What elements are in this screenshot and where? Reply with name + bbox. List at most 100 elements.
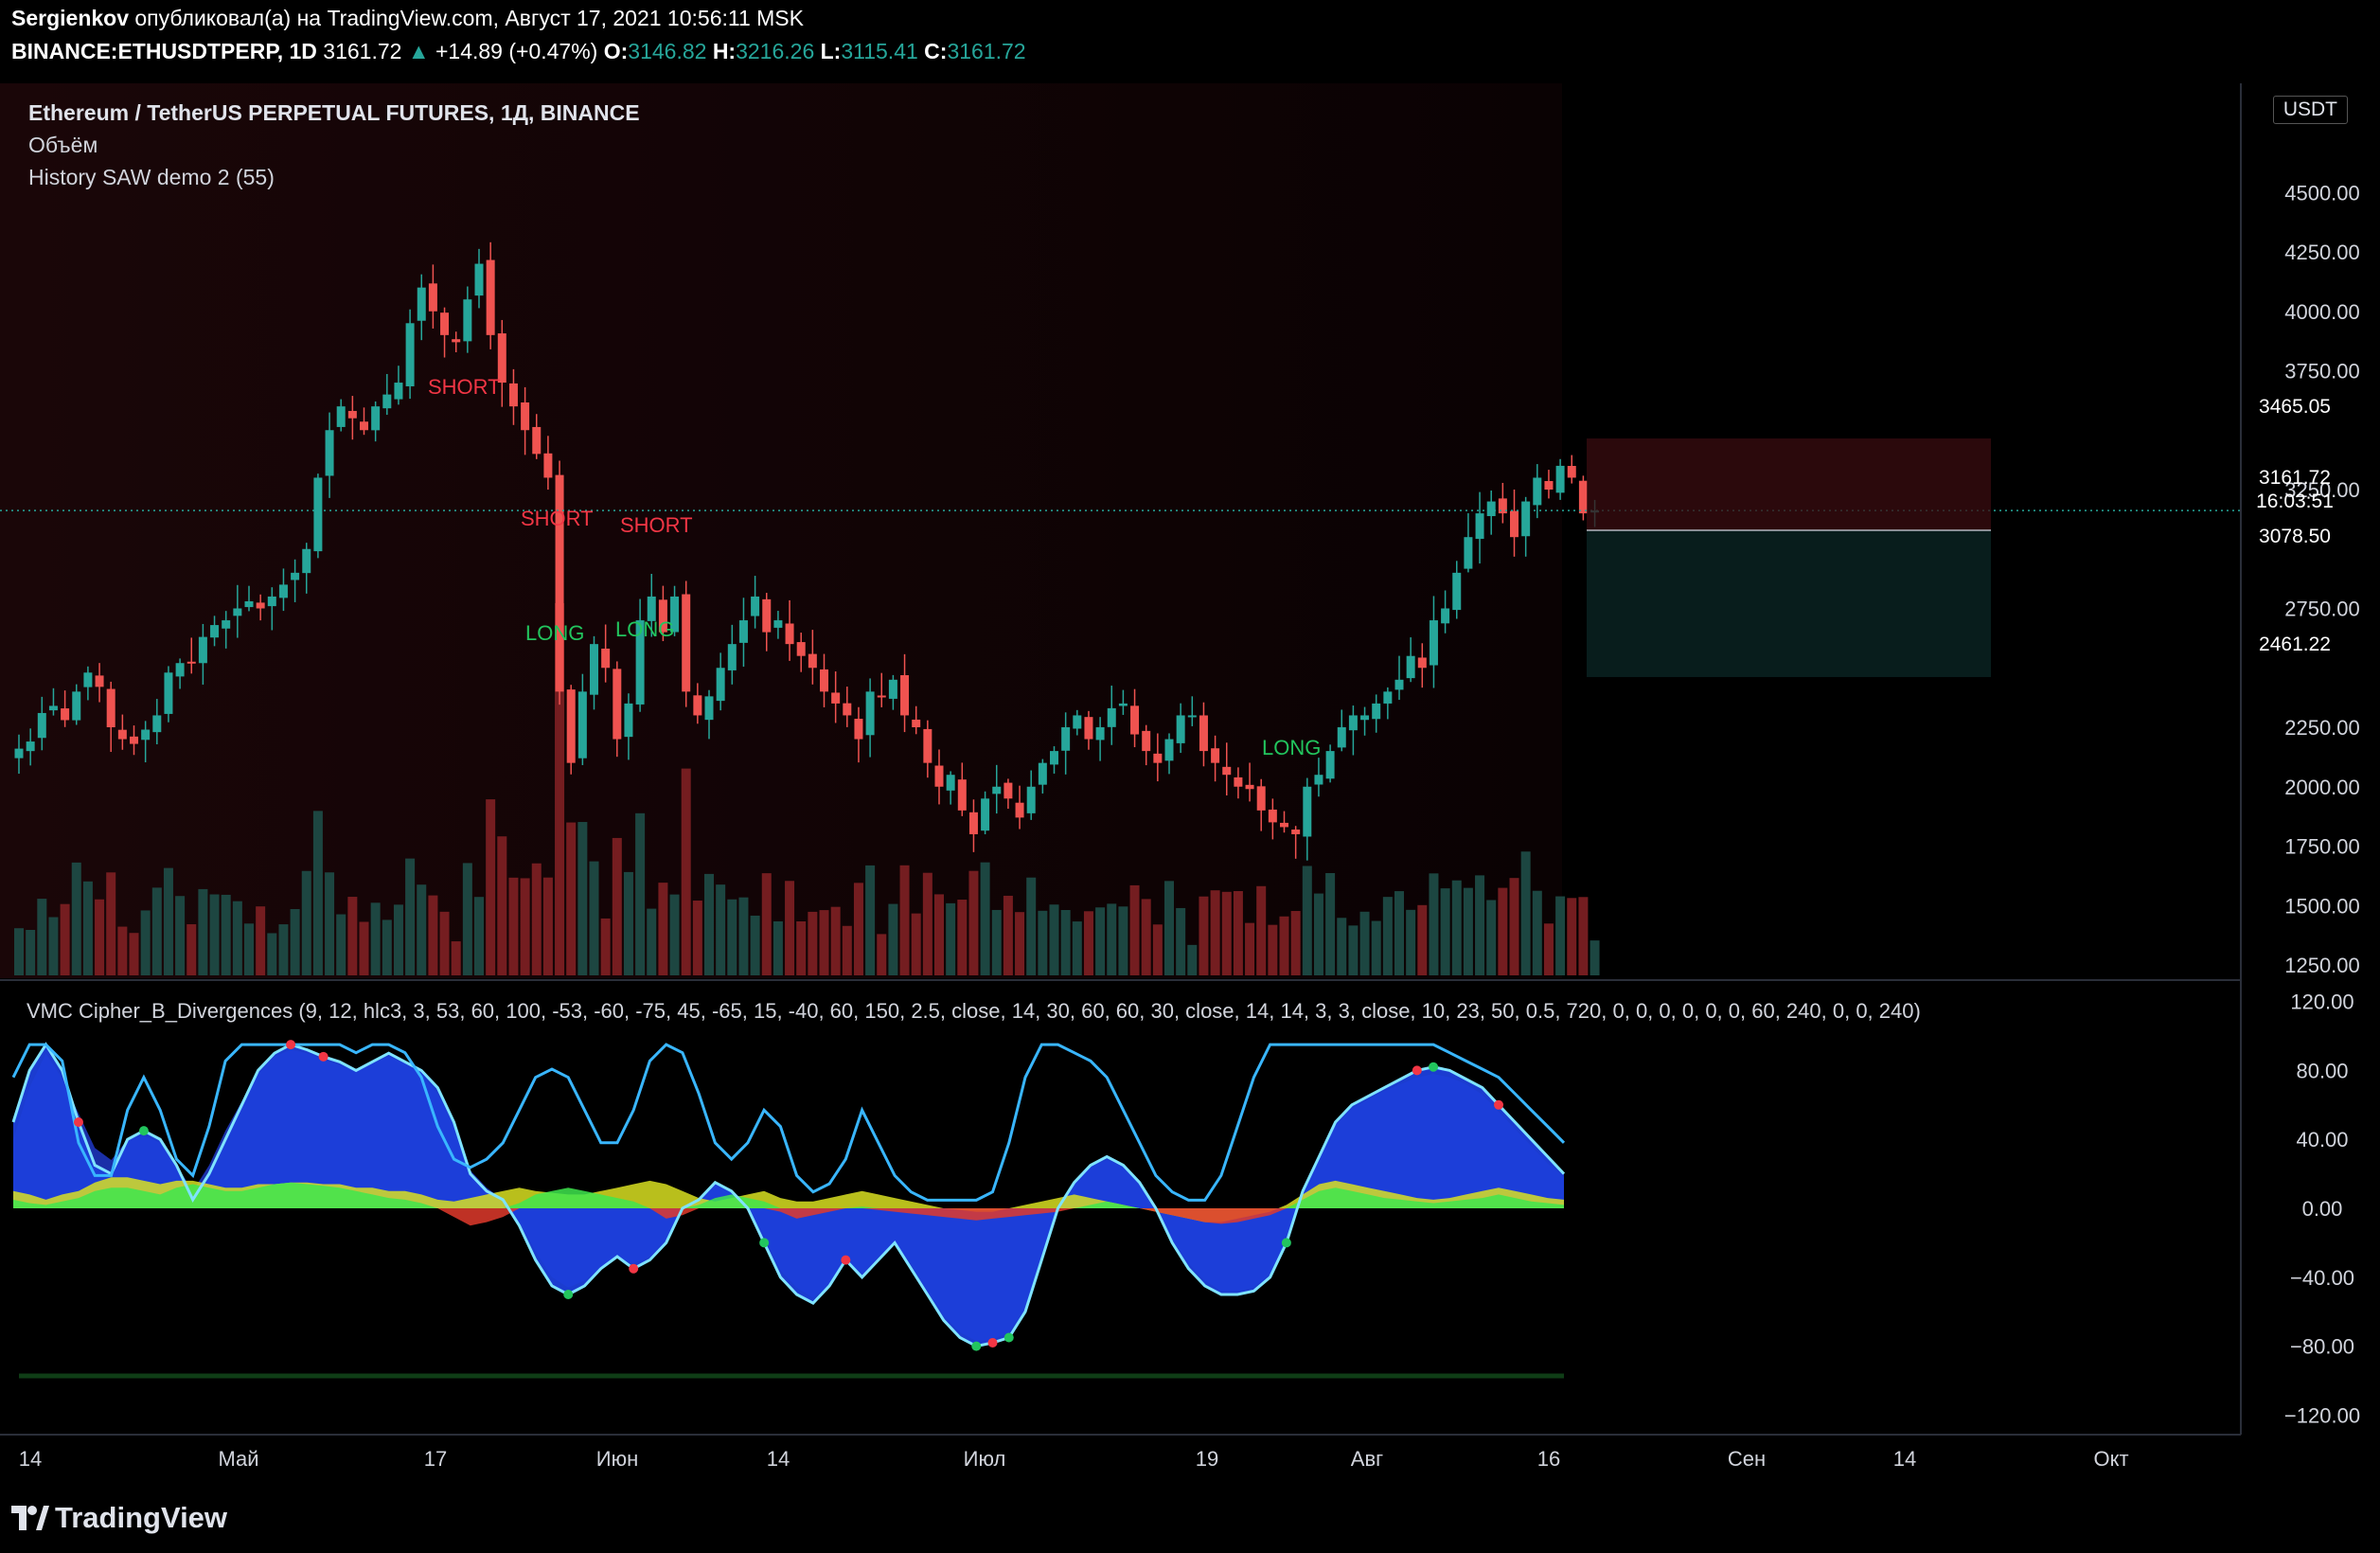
volume-bar xyxy=(1302,866,1312,975)
volume-bar xyxy=(531,863,542,975)
volume-bar xyxy=(1590,940,1600,975)
candle-body xyxy=(934,765,944,787)
volume-bar xyxy=(773,920,783,975)
author-name[interactable]: Sergienkov xyxy=(11,6,129,30)
candle-body xyxy=(1394,679,1404,690)
candle-body xyxy=(992,786,1002,794)
candle-body xyxy=(1429,620,1438,666)
last-price-tag-timer: 16:03:51 xyxy=(2256,491,2334,512)
candle-body xyxy=(1441,608,1450,624)
volume-bar xyxy=(761,873,772,975)
candle-body xyxy=(1544,480,1554,490)
candle-body xyxy=(106,688,115,727)
candle-body xyxy=(854,719,863,740)
divergence-dot xyxy=(1281,1238,1291,1248)
volume-bar xyxy=(325,872,335,975)
volume-bar xyxy=(428,895,438,975)
candle-body xyxy=(1417,657,1427,669)
volume-bar xyxy=(1417,904,1428,975)
volume-bars xyxy=(14,602,1600,975)
mfi-positive xyxy=(13,1182,1564,1208)
volume-bar xyxy=(508,877,519,975)
price-tick-label: 2000.00 xyxy=(2284,776,2360,799)
candle-body xyxy=(1153,753,1163,763)
price-tick-label: 1500.00 xyxy=(2284,894,2360,918)
volume-bar xyxy=(1394,891,1404,975)
volume-bar xyxy=(853,883,863,975)
high-label: H: xyxy=(712,39,737,63)
volume-bar xyxy=(888,903,898,975)
divergence-dot xyxy=(1429,1062,1439,1072)
legend-volume[interactable]: Объём xyxy=(28,133,98,157)
volume-bar xyxy=(1348,925,1359,975)
stop-price-tag: 3465.05 xyxy=(2259,396,2331,418)
brand-name: TradingView xyxy=(55,1501,228,1534)
volume-bar xyxy=(1003,895,1013,975)
volume-bar xyxy=(1129,884,1140,975)
volume-bar xyxy=(1429,873,1439,975)
volume-bar xyxy=(1210,890,1220,975)
candle-body xyxy=(968,812,978,834)
candle-body xyxy=(670,596,680,633)
candle-body xyxy=(1337,727,1346,748)
currency-label[interactable]: USDT xyxy=(2272,96,2348,124)
signal-short: SHORT xyxy=(620,513,693,537)
candle-body xyxy=(727,644,737,670)
candle-body xyxy=(1406,655,1415,679)
candle-body xyxy=(751,596,760,616)
candle-body xyxy=(1187,715,1197,718)
volume-bar xyxy=(1199,896,1209,975)
time-tick-label: Май xyxy=(218,1447,258,1471)
legend-title[interactable]: Ethereum / TetherUS PERPETUAL FUTURES, 1… xyxy=(28,100,640,125)
volume-bar xyxy=(1015,912,1025,975)
divergence-dot xyxy=(138,1126,149,1136)
volume-bar xyxy=(520,878,530,975)
candle-body xyxy=(543,453,553,478)
open-value: 3146.82 xyxy=(628,39,707,63)
time-tick-label: 19 xyxy=(1196,1447,1218,1471)
volume-bar xyxy=(1141,899,1151,975)
candle-body xyxy=(267,596,276,607)
candle-body xyxy=(164,672,173,714)
volume-bar xyxy=(1026,877,1037,975)
candle-body xyxy=(613,669,622,740)
candle-body xyxy=(474,263,484,296)
candle-body xyxy=(130,736,138,744)
divergence-dot xyxy=(1494,1099,1504,1110)
stoch-line xyxy=(11,1043,1566,1202)
target-zone xyxy=(1587,530,1991,677)
tradingview-logo[interactable]: TradingView xyxy=(11,1501,227,1535)
candle-body xyxy=(555,474,564,692)
candle-body xyxy=(957,779,967,811)
open-label: O: xyxy=(603,39,629,63)
candle-body xyxy=(313,477,323,552)
close-label: C: xyxy=(924,39,948,63)
candle-body xyxy=(738,620,748,643)
volume-bar xyxy=(175,896,186,975)
candle-body xyxy=(1199,715,1208,752)
volume-bar xyxy=(95,899,105,975)
volume-bar xyxy=(716,884,726,975)
legend-indicator[interactable]: History SAW demo 2 (55) xyxy=(28,165,275,189)
volume-bar xyxy=(577,822,588,975)
candle-body xyxy=(1521,501,1531,537)
time-tick-label: 16 xyxy=(1537,1447,1560,1471)
axes: 4500.00 4250.00 4000.00 3750.00 3250.00 2750.… xyxy=(19,181,2360,1471)
volume-bar xyxy=(198,888,208,975)
candle-body xyxy=(624,703,633,738)
legend-oscillator[interactable]: VMC Cipher_B_Divergences (9, 12, hlc3, 3… xyxy=(27,999,1921,1023)
candle-body xyxy=(1084,717,1093,740)
publish-info: Sergienkov опубликовал(а) на TradingView… xyxy=(11,6,804,31)
volume-bar xyxy=(347,897,358,975)
volume-bar xyxy=(946,902,956,975)
candle-body xyxy=(508,383,518,407)
volume-bar xyxy=(1337,918,1347,975)
candle-body xyxy=(1073,715,1082,729)
volume-bar xyxy=(681,768,691,975)
candle-body xyxy=(1280,822,1288,828)
candle-body xyxy=(1004,782,1013,799)
volume-bar xyxy=(899,865,910,975)
time-tick-label: Июн xyxy=(596,1447,638,1471)
candle-body xyxy=(877,695,886,698)
